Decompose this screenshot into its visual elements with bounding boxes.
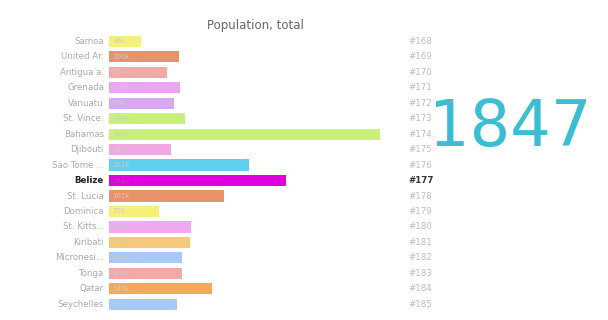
Text: #170: #170 [408, 68, 432, 77]
Bar [109, 190, 224, 202]
Text: #172: #172 [408, 99, 432, 108]
Text: #180: #180 [408, 222, 432, 231]
Text: #169: #169 [408, 52, 432, 61]
Bar [109, 82, 181, 93]
Text: Sao Tome ...: Sao Tome ... [52, 161, 104, 170]
Text: St. Vince.: St. Vince. [63, 114, 104, 123]
Text: 116k: 116k [112, 239, 130, 245]
Text: #168: #168 [408, 37, 432, 46]
Text: 104k: 104k [112, 255, 130, 261]
Text: 389k: 389k [112, 131, 130, 137]
Text: 97k: 97k [112, 301, 125, 307]
Text: 104k: 104k [112, 270, 130, 276]
Bar [109, 129, 380, 140]
Text: #176: #176 [408, 161, 432, 170]
Text: Qatar: Qatar [80, 284, 104, 293]
Bar [109, 221, 191, 233]
Text: 46k: 46k [112, 38, 125, 44]
Bar [109, 206, 159, 217]
Text: #183: #183 [408, 269, 432, 278]
Bar [109, 51, 179, 62]
Text: Seychelles: Seychelles [58, 300, 104, 309]
Text: 88k: 88k [112, 147, 125, 153]
Text: Dominica: Dominica [63, 207, 104, 216]
Text: #171: #171 [408, 83, 432, 92]
Text: 102k: 102k [112, 85, 130, 91]
Text: 165k: 165k [112, 193, 130, 199]
Text: #181: #181 [408, 238, 432, 247]
Text: Bahamas: Bahamas [64, 130, 104, 139]
Text: 72k: 72k [112, 209, 125, 214]
Text: United Ar.: United Ar. [61, 52, 104, 61]
Bar [109, 237, 190, 248]
Bar [109, 268, 182, 279]
Bar [109, 98, 174, 109]
Text: Kiribati: Kiribati [74, 238, 104, 247]
Text: #185: #185 [408, 300, 432, 309]
Text: 201k: 201k [112, 162, 130, 168]
Text: Samoa: Samoa [74, 37, 104, 46]
Text: 117k: 117k [112, 224, 130, 230]
Text: St. Lucia: St. Lucia [67, 191, 104, 201]
Text: 147k: 147k [112, 286, 130, 292]
Bar [109, 67, 167, 78]
Bar [109, 36, 142, 47]
Text: 83k: 83k [112, 69, 125, 75]
Text: #173: #173 [408, 114, 432, 123]
Text: 100k: 100k [112, 54, 130, 60]
Bar [109, 299, 177, 310]
Text: #178: #178 [408, 191, 432, 201]
Text: Tonga: Tonga [78, 269, 104, 278]
Text: St. Kitts...: St. Kitts... [63, 222, 104, 231]
Text: #179: #179 [408, 207, 432, 216]
Bar [109, 159, 249, 171]
Bar [109, 144, 171, 155]
Text: #177: #177 [408, 176, 434, 185]
Text: 93k: 93k [112, 100, 125, 106]
Text: #174: #174 [408, 130, 432, 139]
Text: Belize: Belize [75, 176, 104, 185]
Text: #175: #175 [408, 145, 432, 154]
Text: Antigua a.: Antigua a. [60, 68, 104, 77]
Text: Micronesi...: Micronesi... [55, 253, 104, 262]
Text: Grenada: Grenada [67, 83, 104, 92]
Text: #184: #184 [408, 284, 432, 293]
Text: Vanuatu: Vanuatu [68, 99, 104, 108]
Text: Population, total: Population, total [207, 19, 304, 32]
Text: 109k: 109k [112, 116, 130, 122]
Text: 1847: 1847 [429, 97, 592, 159]
Bar [109, 252, 182, 263]
Bar [109, 113, 185, 124]
Text: Djibouti: Djibouti [71, 145, 104, 154]
Bar [109, 283, 212, 294]
Text: #182: #182 [408, 253, 432, 262]
Bar [109, 175, 286, 186]
Text: 254k: 254k [112, 178, 130, 184]
